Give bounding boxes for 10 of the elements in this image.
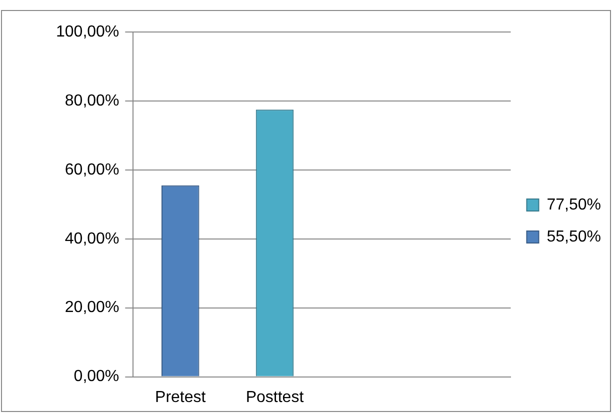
y-tick-label: 40,00% — [64, 230, 120, 248]
y-tick-label: 100,00% — [56, 23, 120, 40]
y-tick-label: 60,00% — [64, 161, 120, 178]
y-tick-label: 0,00% — [74, 368, 120, 386]
x-tick-label: Pretest — [155, 388, 206, 406]
y-tick-label: 80,00% — [64, 92, 120, 110]
legend-label: 55,50% — [546, 228, 601, 246]
x-tick-label: Posttest — [246, 388, 304, 406]
y-tick-label: 20,00% — [64, 299, 120, 316]
legend-label: 77,50% — [546, 196, 601, 214]
